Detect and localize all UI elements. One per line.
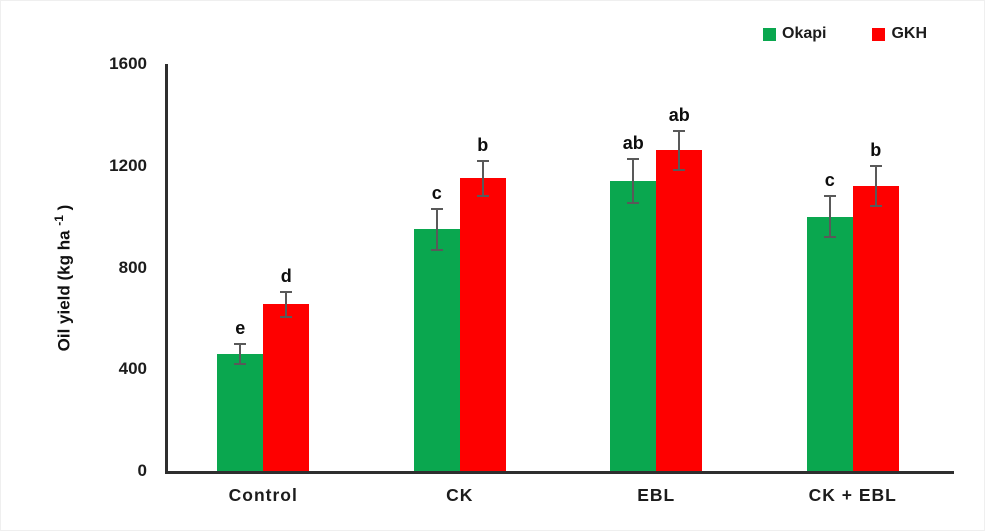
error-bar-gkh-ck <box>481 160 484 197</box>
error-bar-okapi-control <box>239 343 242 365</box>
y-tick-0: 0 <box>137 461 147 480</box>
y-tick-1200: 1200 <box>109 155 147 175</box>
error-cap-bottom-gkh-ck <box>476 195 489 198</box>
sig-letter-gkh-ck-ebl: b <box>870 139 882 160</box>
legend-item-okapi: Okapi <box>763 26 826 42</box>
error-cap-bottom-gkh-ebl <box>673 168 686 171</box>
error-bar-gkh-control <box>285 291 288 318</box>
error-cap-bottom-okapi-ebl <box>627 201 640 204</box>
sig-letter-gkh-ebl: ab <box>668 105 690 126</box>
y-axis-title-text: Oil yield (kg ha <box>54 225 74 352</box>
sig-letter-okapi-ck-ebl: c <box>824 170 835 191</box>
sig-letter-okapi-ck: c <box>431 182 442 203</box>
bar-gkh-ck-ebl <box>852 186 899 471</box>
error-cap-top-okapi-control <box>234 342 247 345</box>
sig-letter-gkh-ck: b <box>477 134 489 155</box>
error-bar-okapi-ebl <box>632 159 635 203</box>
error-cap-top-okapi-ck <box>430 207 443 210</box>
bar-okapi-ebl <box>610 181 657 471</box>
bar-gkh-control <box>263 304 310 471</box>
error-cap-bottom-okapi-ck <box>430 248 443 251</box>
y-axis-title-close: ) <box>54 204 74 216</box>
error-cap-top-gkh-control <box>280 290 293 293</box>
chart-legend: Okapi GKH <box>763 26 927 42</box>
bar-gkh-ebl <box>656 150 703 471</box>
error-cap-bottom-gkh-ck-ebl <box>869 205 882 208</box>
error-bar-okapi-ck-ebl <box>828 196 831 237</box>
error-cap-top-gkh-ck <box>476 159 489 162</box>
y-axis-title-superscript: -1 <box>52 215 66 226</box>
bar-gkh-ck <box>459 178 506 471</box>
error-cap-top-gkh-ck-ebl <box>869 164 882 167</box>
error-cap-bottom-okapi-control <box>234 363 247 366</box>
y-tick-1600: 1600 <box>109 54 147 73</box>
error-bar-okapi-ck <box>435 208 438 250</box>
legend-swatch-gkh <box>872 27 886 41</box>
x-label-ck: CK <box>446 485 474 505</box>
error-bar-gkh-ebl <box>678 131 681 170</box>
error-cap-top-okapi-ck-ebl <box>823 195 836 198</box>
legend-label-okapi: Okapi <box>782 25 827 42</box>
x-label-ck-ebl: CK + EBL <box>808 485 897 505</box>
legend-swatch-okapi <box>763 27 776 41</box>
sig-letter-okapi-ebl: ab <box>622 133 644 154</box>
y-tick-400: 400 <box>118 359 147 379</box>
bar-okapi-ck-ebl <box>806 216 853 471</box>
error-cap-top-okapi-ebl <box>627 158 640 161</box>
bar-okapi-ck <box>413 229 460 471</box>
sig-letter-gkh-control: d <box>280 265 292 286</box>
sig-letter-okapi-control: e <box>235 317 246 338</box>
error-cap-top-gkh-ebl <box>673 130 686 133</box>
legend-label-gkh: GKH <box>891 25 928 42</box>
legend-item-gkh: GKH <box>872 26 927 42</box>
x-label-control: Control <box>228 485 298 505</box>
bar-okapi-control <box>217 353 264 471</box>
error-cap-bottom-gkh-control <box>280 316 293 319</box>
error-cap-bottom-okapi-ck-ebl <box>823 235 836 238</box>
x-label-ebl: EBL <box>637 485 676 505</box>
error-bar-gkh-ck-ebl <box>874 165 877 207</box>
y-tick-800: 800 <box>118 257 147 277</box>
